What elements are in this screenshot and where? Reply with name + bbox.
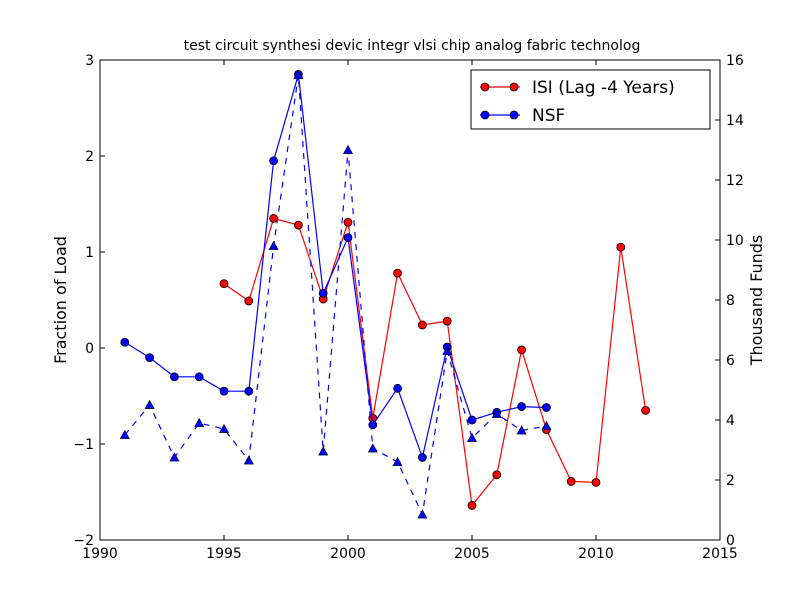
y-left-tick-label: 3 bbox=[85, 53, 94, 69]
data-point-triangle bbox=[392, 456, 403, 466]
legend-marker bbox=[509, 82, 519, 92]
data-point bbox=[616, 242, 626, 252]
legend: ISI (Lag -4 Years) NSF bbox=[470, 69, 711, 130]
data-point bbox=[467, 415, 477, 425]
series-line-1 bbox=[124, 74, 547, 460]
data-point bbox=[467, 501, 477, 510]
y-right-tick-label: 6 bbox=[726, 353, 735, 369]
chart-title: test circuit synthesi devic integr vlsi … bbox=[184, 38, 641, 54]
data-point-triangle bbox=[268, 240, 279, 250]
y-axis-right: 0 2 4 6 8 10 12 14 16 bbox=[715, 53, 744, 549]
data-point bbox=[244, 296, 254, 306]
data-point bbox=[343, 217, 353, 227]
data-point bbox=[417, 453, 427, 462]
data-point-triangle bbox=[243, 455, 254, 465]
data-point-triangle bbox=[516, 425, 527, 435]
data-point bbox=[219, 386, 229, 396]
data-point bbox=[393, 268, 403, 278]
data-point-triangle bbox=[367, 443, 378, 453]
data-point-triangle bbox=[144, 399, 155, 409]
data-point-triangle bbox=[541, 420, 552, 430]
series-layer bbox=[119, 69, 650, 519]
data-point bbox=[517, 402, 526, 411]
data-point bbox=[318, 288, 328, 298]
x-tick-label: 1995 bbox=[206, 546, 242, 562]
data-point bbox=[517, 345, 526, 355]
y-left-tick-label: 0 bbox=[85, 341, 94, 357]
y-right-tick-label: 0 bbox=[726, 533, 735, 549]
data-point bbox=[194, 372, 204, 382]
data-point bbox=[566, 477, 576, 486]
data-point bbox=[219, 279, 229, 289]
legend-box bbox=[470, 69, 711, 130]
data-point bbox=[641, 405, 650, 415]
y-right-tick-label: 2 bbox=[726, 473, 735, 489]
data-point bbox=[393, 383, 403, 393]
data-point bbox=[492, 470, 502, 480]
x-axis: 1990 1995 2000 2005 2010 2015 bbox=[82, 60, 738, 562]
y-right-tick-label: 14 bbox=[726, 113, 744, 129]
data-point-triangle bbox=[169, 452, 180, 462]
data-point bbox=[120, 337, 130, 347]
data-point-triangle bbox=[318, 446, 329, 456]
data-point-triangle bbox=[194, 417, 205, 427]
legend-marker bbox=[509, 110, 519, 120]
data-point bbox=[293, 220, 303, 230]
y-right-tick-label: 10 bbox=[726, 233, 744, 249]
data-point bbox=[145, 353, 155, 363]
legend-marker bbox=[480, 110, 490, 120]
data-point bbox=[269, 156, 279, 166]
data-point bbox=[368, 420, 378, 430]
y-left-tick-label: 1 bbox=[85, 245, 94, 261]
series-line-0 bbox=[223, 217, 647, 507]
y-axis-right-label: Thousand Funds bbox=[747, 235, 766, 366]
data-point-triangle bbox=[491, 408, 502, 418]
data-point-triangle bbox=[218, 423, 230, 433]
data-point bbox=[417, 320, 427, 330]
y-left-tick-label: 2 bbox=[85, 149, 94, 165]
y-left-tick-label: −1 bbox=[73, 437, 94, 453]
data-point bbox=[244, 386, 254, 396]
legend-marker bbox=[480, 82, 490, 92]
data-point-triangle bbox=[466, 432, 478, 442]
data-point-triangle bbox=[417, 509, 428, 519]
legend-label: NSF bbox=[532, 106, 565, 126]
data-point-triangle bbox=[342, 144, 354, 154]
data-point bbox=[442, 316, 452, 326]
data-point bbox=[343, 233, 353, 243]
x-tick-label: 2000 bbox=[330, 546, 366, 562]
y-right-tick-label: 8 bbox=[726, 293, 735, 309]
data-point bbox=[269, 213, 279, 223]
x-tick-label: 2015 bbox=[702, 546, 738, 562]
data-point bbox=[591, 477, 601, 487]
data-point-triangle bbox=[119, 429, 130, 439]
y-right-tick-label: 12 bbox=[726, 173, 744, 189]
data-point bbox=[542, 403, 551, 412]
y-left-tick-label: −2 bbox=[73, 533, 94, 549]
x-tick-label: 2010 bbox=[578, 546, 614, 562]
y-right-tick-label: 16 bbox=[726, 53, 744, 69]
x-tick-label: 2005 bbox=[454, 546, 490, 562]
y-right-tick-label: 4 bbox=[726, 413, 735, 429]
y-axis-left-label: Fraction of Load bbox=[51, 236, 70, 364]
legend-label: ISI (Lag -4 Years) bbox=[532, 78, 675, 98]
series-line-2 bbox=[124, 74, 547, 517]
data-point-triangle bbox=[293, 69, 304, 79]
x-tick-label: 1990 bbox=[82, 546, 118, 562]
data-point bbox=[169, 372, 179, 382]
data-point-triangle bbox=[442, 345, 453, 355]
y-axis-left: −2 −1 0 1 2 3 bbox=[73, 53, 105, 549]
